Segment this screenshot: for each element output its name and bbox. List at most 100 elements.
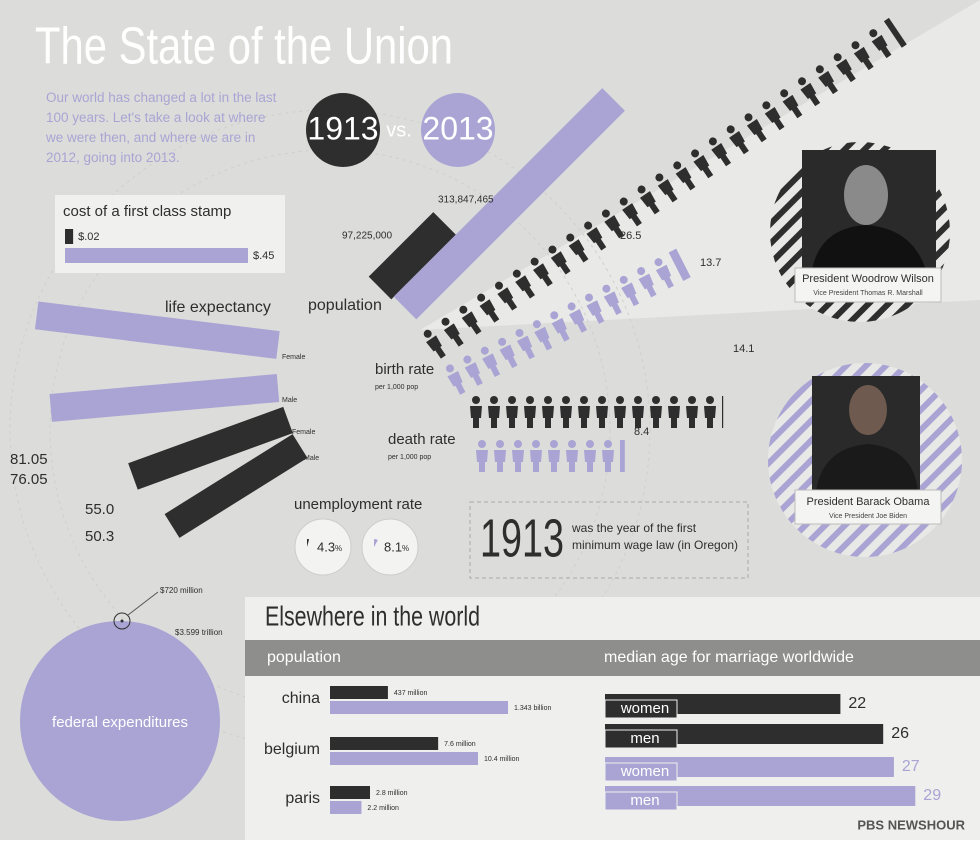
rate-sub: per 1,000 pop — [375, 384, 418, 391]
person-head — [604, 440, 612, 448]
person-icon — [423, 329, 446, 359]
person-head — [706, 396, 714, 404]
person-head — [544, 396, 552, 404]
person-head — [798, 77, 807, 86]
person-head — [762, 101, 771, 110]
federal-circle — [120, 619, 124, 623]
vice-president: Vice President Joe Biden — [829, 513, 907, 520]
person-head — [562, 396, 570, 404]
person-body — [426, 335, 446, 359]
person-body — [499, 344, 518, 369]
marriage-value: 22 — [848, 695, 866, 712]
person-icon — [585, 293, 605, 324]
rate-value: 14.1 — [733, 343, 754, 355]
person-icon — [691, 149, 714, 179]
person-head — [616, 396, 624, 404]
people-row — [470, 396, 724, 428]
person-head — [567, 302, 576, 311]
person-body — [461, 311, 482, 335]
person-head — [446, 364, 455, 373]
person-partial — [668, 248, 691, 281]
person-body — [534, 326, 553, 351]
person-head — [514, 440, 522, 448]
population-value: 313,847,465 — [438, 195, 494, 206]
life-value: 50.3 — [85, 528, 114, 545]
person-icon — [476, 440, 488, 472]
person-icon — [650, 396, 662, 428]
person-body — [686, 406, 698, 428]
person-body — [560, 406, 572, 428]
person-head — [463, 355, 472, 364]
life-bar-name: Female — [292, 429, 315, 436]
person-head — [654, 258, 663, 267]
person-icon — [584, 440, 596, 472]
person-body — [515, 275, 535, 299]
person-head — [780, 89, 789, 98]
person-body — [596, 406, 608, 428]
person-icon — [548, 440, 560, 472]
person-body — [586, 300, 605, 324]
country-bar — [330, 801, 362, 814]
person-head — [673, 161, 682, 170]
person-head — [619, 197, 628, 206]
person-body — [657, 179, 678, 203]
person-body — [638, 273, 657, 298]
person-icon — [566, 440, 578, 472]
min-wage-text-box: was the year of the first minimum wage l… — [572, 521, 739, 552]
stamp-value: $.45 — [253, 250, 274, 262]
country-label: paris — [285, 790, 320, 807]
person-icon — [477, 293, 500, 323]
person-icon — [602, 284, 622, 316]
person-icon — [548, 245, 571, 275]
min-wage-text: was the year of the first minimum wage l… — [572, 521, 739, 552]
marriage-name: men — [630, 730, 659, 747]
person-head — [652, 396, 660, 404]
person-body — [818, 70, 838, 95]
person-icon — [459, 305, 482, 335]
person-icon — [637, 267, 657, 298]
country-label: china — [282, 690, 320, 707]
country-label: belgium — [264, 741, 320, 758]
unemployment-wedge — [307, 539, 310, 547]
person-body — [516, 335, 535, 360]
person-icon — [686, 396, 698, 428]
person-icon — [668, 248, 691, 281]
leader — [127, 591, 159, 616]
person-icon — [815, 65, 838, 95]
unemployment-unit: % — [335, 544, 342, 553]
person-head — [478, 440, 486, 448]
person-body — [782, 94, 803, 119]
unemployment-value: 4.3 — [317, 539, 335, 554]
unemployment-circle — [294, 518, 352, 576]
marriage-name: men — [630, 792, 659, 809]
person-head — [601, 209, 610, 218]
rate-value: 26.5 — [620, 230, 641, 242]
person-head — [637, 267, 646, 276]
person-body — [614, 406, 626, 428]
person-head — [655, 173, 664, 182]
federal-label: federal expenditures — [52, 714, 188, 731]
federal-circle — [20, 621, 220, 821]
person-icon — [463, 355, 483, 386]
person-body — [668, 406, 680, 428]
person-icon — [578, 396, 590, 428]
person-icon — [566, 233, 589, 263]
portrait-body — [812, 225, 926, 270]
header-label: median age for marriage worldwide — [604, 649, 854, 666]
person-head — [598, 396, 606, 404]
unemployment-circle — [361, 518, 419, 576]
unemployment-label: unemployment rate — [294, 496, 422, 513]
person-body — [497, 287, 518, 311]
person-head — [688, 396, 696, 404]
vs: vs. — [386, 119, 412, 141]
person-head — [691, 149, 700, 158]
person-head — [459, 305, 468, 314]
person-head — [815, 65, 824, 74]
life-value: 55.0 — [85, 501, 114, 518]
population-value: 97,225,000 — [342, 231, 392, 242]
elsewhere-title: Elsewhere in the world — [265, 600, 480, 631]
population-bar-group — [368, 212, 456, 300]
person-body — [470, 406, 482, 428]
person-body — [621, 282, 640, 307]
